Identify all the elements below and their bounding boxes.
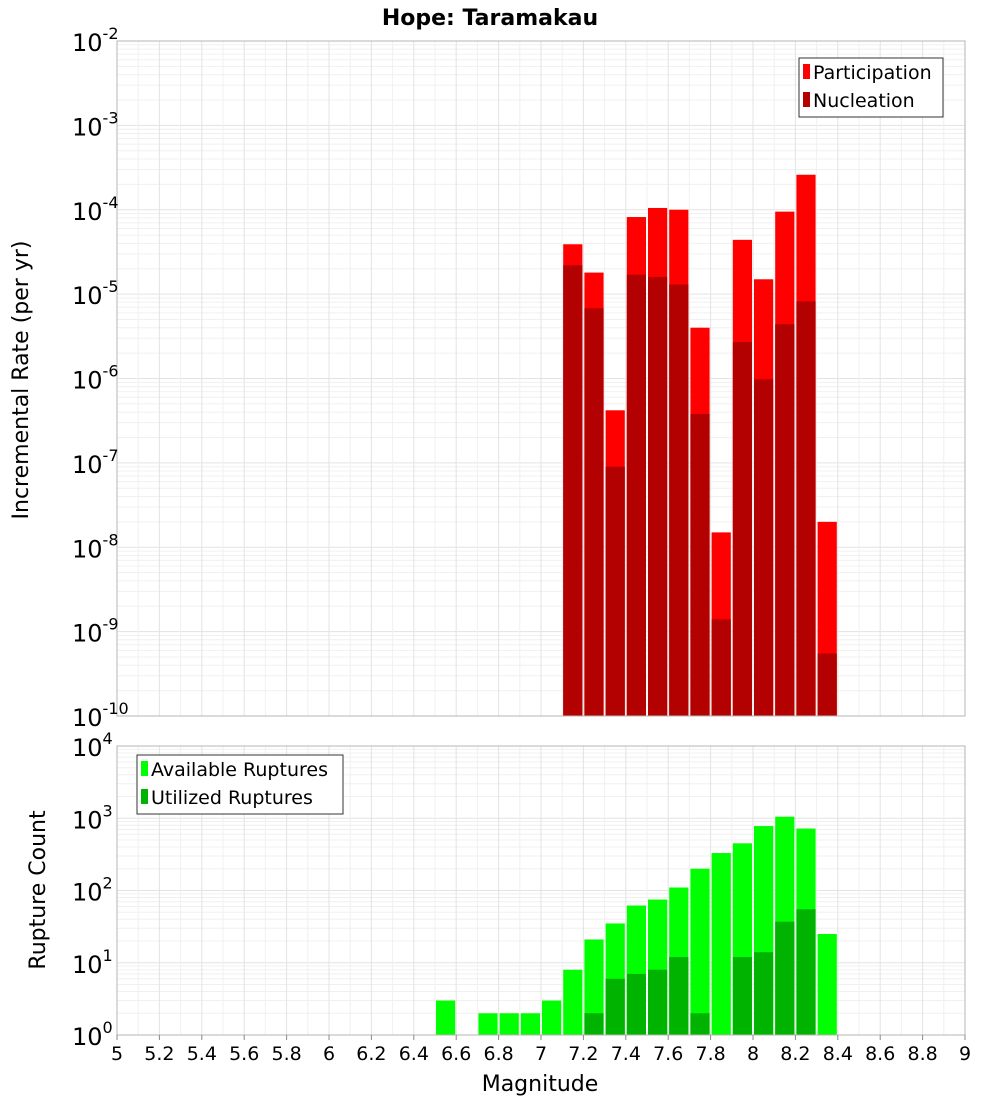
bottom-bar-back: [436, 1000, 456, 1035]
top-bar-front: [690, 413, 710, 716]
x-tick-label: 8.8: [907, 1043, 937, 1065]
bottom-bar-back: [711, 853, 731, 1035]
bottom-y-tick-label: 104: [72, 729, 113, 762]
x-tick-label: 7: [535, 1043, 547, 1065]
x-tick-label: 7.6: [653, 1043, 683, 1065]
top-y-tick-label: 10-4: [72, 193, 119, 226]
bottom-legend: [136, 754, 344, 815]
bottom-y-axis-label: Rupture Count: [26, 810, 51, 970]
bottom-bar-front: [626, 973, 646, 1035]
top-bar-front: [754, 379, 774, 716]
x-tick-label: 6.8: [483, 1043, 513, 1065]
x-tick-label: 6.6: [441, 1043, 471, 1065]
top-bar-front: [648, 276, 668, 716]
top-y-tick-label: 10-9: [72, 615, 119, 648]
top-bar-front: [626, 274, 646, 716]
bottom-bar-back: [690, 868, 710, 1035]
bottom-bar-front: [648, 969, 668, 1035]
x-tick-label: 8: [747, 1043, 759, 1065]
x-tick-label: 8.6: [865, 1043, 895, 1065]
bottom-bar-front: [584, 1013, 604, 1035]
top-bar-front: [775, 324, 795, 716]
top-bar-front: [711, 619, 731, 716]
bottom-legend-swatch: [141, 761, 148, 776]
x-tick-label: 7.2: [568, 1043, 598, 1065]
x-tick-label: 5.4: [187, 1043, 217, 1065]
bottom-bar-back: [520, 1013, 540, 1035]
bottom-bar-front: [690, 1013, 710, 1035]
x-tick-label: 5: [111, 1043, 123, 1065]
top-y-axis-label: Incremental Rate (per yr): [9, 241, 34, 520]
x-tick-label: 5.8: [271, 1043, 301, 1065]
x-tick-label: 7.4: [611, 1043, 641, 1065]
top-bar-front: [605, 466, 625, 716]
bottom-y-tick-label: 101: [72, 946, 113, 979]
bottom-bar-back: [563, 969, 583, 1035]
top-bar-front: [796, 301, 816, 716]
top-plot-border: [116, 40, 966, 717]
top-legend-swatch: [803, 64, 810, 79]
bottom-bar-back: [542, 1000, 562, 1035]
top-bar-front: [584, 308, 604, 716]
bottom-y-tick-label: 103: [72, 801, 113, 834]
bottom-bar-back: [817, 933, 837, 1035]
x-axis-label: Magnitude: [482, 1072, 599, 1097]
top-legend-label: Participation: [813, 62, 932, 84]
top-bar-front: [669, 284, 689, 716]
top-y-tick-label: 10-8: [72, 530, 119, 563]
x-tick-label: 9: [959, 1043, 971, 1065]
x-tick-label: 6.2: [356, 1043, 386, 1065]
chart-title: Hope: Taramakau: [382, 6, 598, 31]
top-y-tick-label: 10-5: [72, 277, 119, 310]
x-tick-label: 8.4: [823, 1043, 853, 1065]
x-tick-label: 6.4: [399, 1043, 429, 1065]
bottom-legend-label: Utilized Ruptures: [151, 787, 313, 809]
bottom-y-tick-label: 102: [72, 874, 113, 907]
bottom-bar-front: [796, 909, 816, 1035]
bottom-legend-swatch: [141, 789, 148, 804]
top-y-tick-label: 10-3: [72, 108, 119, 141]
top-y-tick-label: 10-2: [72, 24, 119, 57]
top-panel: 10-10 10-9 10-8 10-7 10-6 10-5 10-4 10-3 10-2 Par…: [72, 24, 966, 732]
x-tick-label: 5.6: [229, 1043, 259, 1065]
x-tick-label: 8.2: [780, 1043, 810, 1065]
bottom-bar-back: [499, 1013, 519, 1035]
bottom-bar-front: [754, 952, 774, 1035]
top-legend-swatch: [803, 92, 810, 107]
top-legend-label: Nucleation: [813, 90, 915, 112]
bottom-legend-label: Available Ruptures: [151, 759, 328, 781]
top-bar-front: [563, 265, 583, 716]
bottom-bar-back: [478, 1013, 498, 1035]
top-bar-front: [732, 342, 752, 716]
bottom-bar-front: [669, 957, 689, 1035]
top-bar-front: [817, 653, 837, 716]
top-legend: [798, 57, 944, 118]
bottom-bar-back: [584, 939, 604, 1035]
x-tick-label: 7.8: [695, 1043, 725, 1065]
top-y-tick-label: 10-7: [72, 446, 119, 479]
bottom-y-tick-label: 100: [72, 1018, 113, 1051]
x-tick-label: 6: [323, 1043, 335, 1065]
bottom-bar-front: [732, 957, 752, 1035]
bottom-bar-front: [605, 978, 625, 1035]
top-y-tick-label: 10-6: [72, 362, 119, 395]
bottom-panel: 100 101 102 103 104 Available Ruptures Utilize…: [72, 729, 971, 1065]
top-y-tick-label: 10-10: [72, 699, 129, 732]
x-tick-label: 5.2: [144, 1043, 174, 1065]
bottom-bar-front: [775, 921, 795, 1035]
